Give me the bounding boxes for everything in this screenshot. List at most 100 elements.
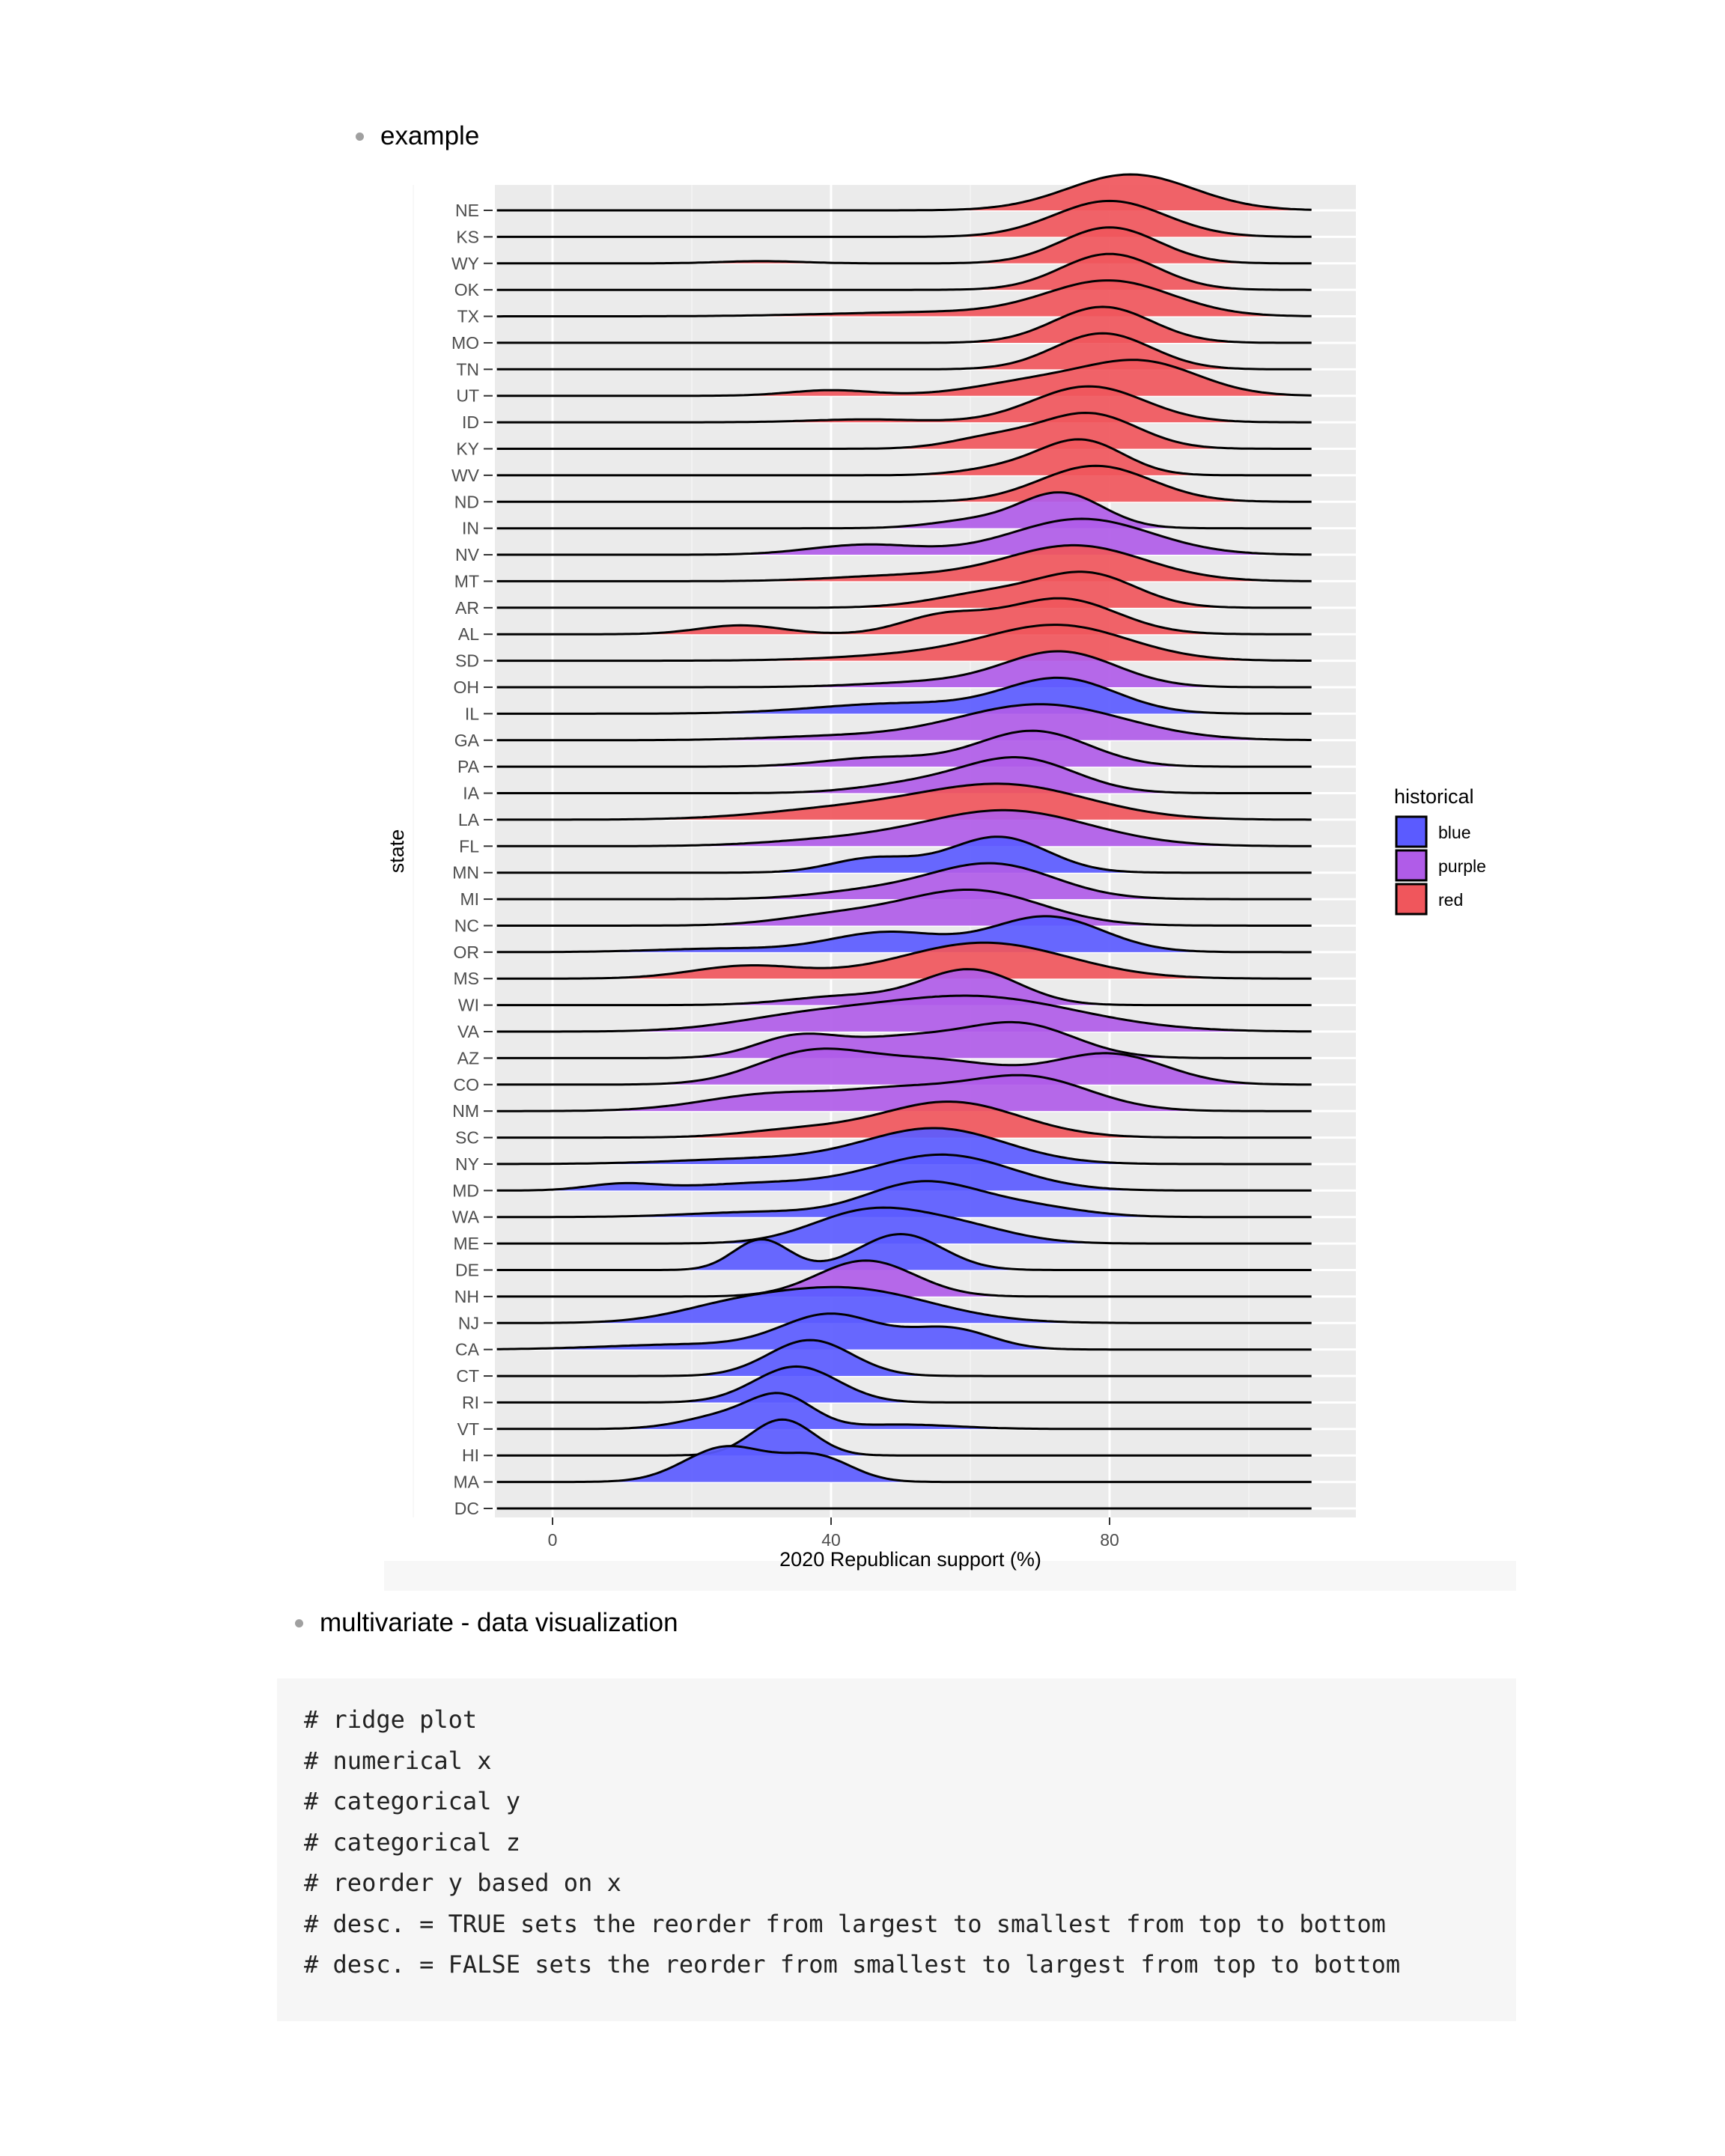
y-tick-label: OK xyxy=(454,280,480,299)
legend-swatch-red xyxy=(1395,883,1428,916)
y-tick-label: KY xyxy=(456,439,479,458)
ridge-area xyxy=(496,1181,1312,1217)
y-tick-label: OH xyxy=(454,677,480,697)
y-tick-label: KS xyxy=(456,227,479,246)
code-line: # ridge plot xyxy=(304,1705,478,1734)
ridge-line xyxy=(496,862,1312,901)
ridge-line xyxy=(496,385,1312,424)
ridge-line xyxy=(496,1127,1312,1166)
ridge-area xyxy=(496,1446,1312,1482)
ridges xyxy=(496,173,1312,1510)
ridge-id xyxy=(496,385,1312,424)
ridge-nc xyxy=(496,889,1312,927)
ridge-line xyxy=(496,464,1312,503)
y-tick-label: SD xyxy=(455,651,479,671)
legend-label-red: red xyxy=(1438,890,1463,910)
ridge-line xyxy=(496,808,1312,847)
y-tick-label: ME xyxy=(454,1234,480,1253)
ridge-line xyxy=(496,359,1312,398)
y-tick-label: ND xyxy=(454,492,479,511)
bullet-example-text: example xyxy=(380,121,480,150)
legend-swatch-blue xyxy=(1395,815,1428,848)
ridge-line xyxy=(496,1312,1312,1351)
ridge-area xyxy=(496,333,1312,370)
x-tick-label: 0 xyxy=(548,1530,558,1550)
ridge-area xyxy=(496,545,1312,582)
y-tick-label: WY xyxy=(451,254,479,273)
y-tick-label: CA xyxy=(455,1340,480,1359)
ridge-line xyxy=(496,1020,1312,1059)
legend-swatch-purple xyxy=(1395,849,1428,882)
ridge-line xyxy=(496,570,1312,609)
y-tick-label: RI xyxy=(462,1392,479,1412)
ridge-area xyxy=(496,1260,1312,1297)
ridge-ma xyxy=(496,1445,1312,1484)
ridge-area xyxy=(496,704,1312,740)
ridge-tn xyxy=(496,332,1312,371)
y-tick-label: OR xyxy=(454,943,480,962)
ridge-area xyxy=(496,492,1312,529)
ridge-ar xyxy=(496,570,1312,609)
ridge-sd xyxy=(496,624,1312,663)
y-tick-label: FL xyxy=(459,836,479,856)
ridge-line xyxy=(496,252,1312,291)
y-tick-label: IN xyxy=(462,519,479,538)
y-tick-label: TX xyxy=(457,307,479,326)
y-tick-label: GA xyxy=(454,731,480,750)
y-tick-label: CT xyxy=(456,1366,479,1386)
ridge-line xyxy=(496,332,1312,371)
ridge-area xyxy=(496,466,1312,502)
ridge-area xyxy=(496,836,1312,873)
y-tick-label: CO xyxy=(454,1075,480,1094)
ridge-al xyxy=(496,597,1312,636)
ridge-line xyxy=(496,889,1312,927)
y-tick-label: MS xyxy=(454,969,480,988)
y-tick-label: AR xyxy=(455,598,479,618)
ridge-line xyxy=(496,756,1312,794)
ridge-area xyxy=(496,519,1312,555)
ridge-pa xyxy=(496,729,1312,768)
ridge-line xyxy=(496,597,1312,636)
ridge-line xyxy=(496,305,1312,344)
legend-title: historical xyxy=(1394,785,1474,808)
ridge-area xyxy=(496,598,1312,635)
figure-shadow xyxy=(384,1561,1516,1591)
ridge-il xyxy=(496,676,1312,715)
ridge-area xyxy=(496,810,1312,847)
ridge-area xyxy=(496,783,1312,820)
ridge-area xyxy=(496,1128,1312,1164)
ridge-line xyxy=(496,1365,1312,1404)
bullet-section-text: multivariate - data visualization xyxy=(320,1608,678,1637)
ridge-line xyxy=(496,199,1312,238)
x-tick-label: 40 xyxy=(821,1530,841,1550)
ridge-line xyxy=(496,1392,1312,1431)
x-axis-title: 2020 Republican support (%) xyxy=(779,1548,1041,1571)
ridge-line xyxy=(496,543,1312,582)
ridge-ct xyxy=(496,1339,1312,1377)
ridge-line xyxy=(496,1153,1312,1192)
x-tick-label: 80 xyxy=(1100,1530,1119,1550)
ridge-or xyxy=(496,915,1312,954)
ridge-line xyxy=(496,1285,1312,1324)
ridge-line xyxy=(496,226,1312,265)
y-tick-label: VA xyxy=(457,1022,480,1041)
ridge-line xyxy=(496,411,1312,450)
ridge-area xyxy=(496,1208,1312,1244)
y-tick-label: UT xyxy=(456,386,479,406)
bullet-example: example xyxy=(356,121,479,151)
ridge-area xyxy=(496,677,1312,714)
code-line: # categorical y xyxy=(304,1787,520,1815)
ridge-nh xyxy=(496,1259,1312,1298)
y-tick-label: IL xyxy=(465,704,479,723)
ridge-ms xyxy=(496,941,1312,980)
y-tick-label: MO xyxy=(451,333,479,353)
ridge-nv xyxy=(496,517,1312,556)
y-tick-labels: NE KS WY OK TX MO TN UT ID KY WV ND IN NV MT AR AL SD OH IL… xyxy=(451,201,493,1518)
ridge-line xyxy=(496,915,1312,954)
y-axis-title: state xyxy=(386,829,408,874)
ridge-md xyxy=(496,1153,1312,1192)
ridge-line xyxy=(496,994,1312,1033)
y-tick-label: MN xyxy=(452,863,479,883)
y-tick-label: LA xyxy=(458,810,480,829)
ridge-ca xyxy=(496,1312,1312,1351)
